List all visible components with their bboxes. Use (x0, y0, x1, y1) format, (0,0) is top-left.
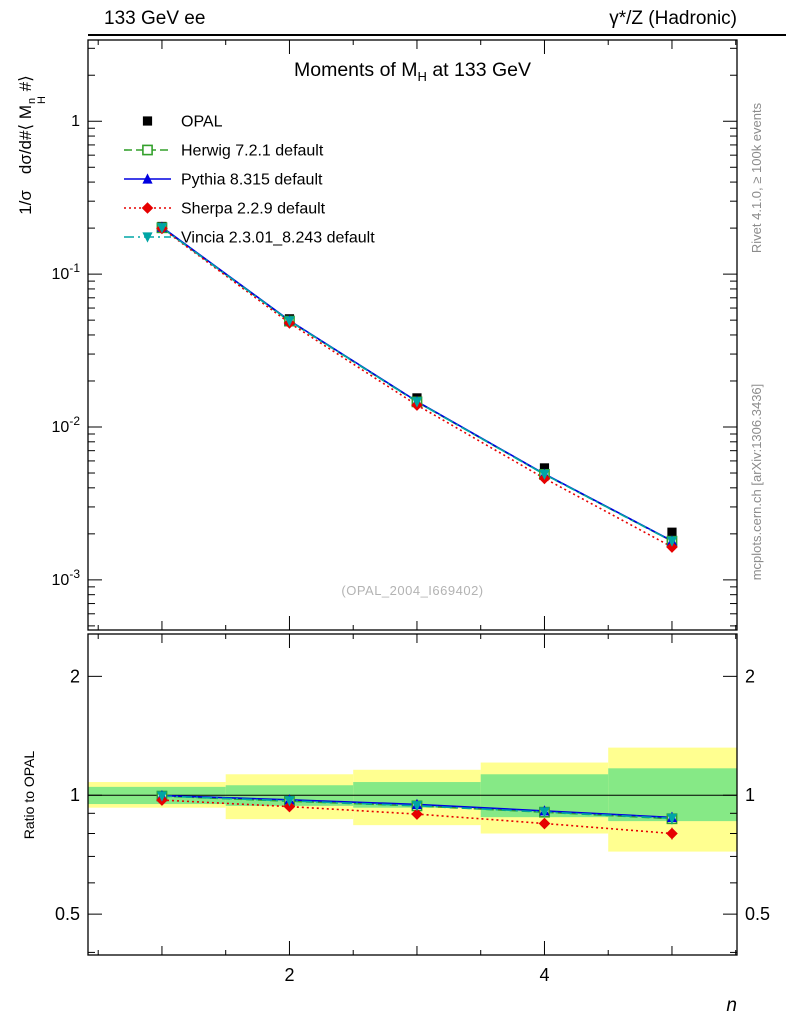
vincia-legend-label: Vincia 2.3.01_8.243 default (181, 230, 375, 247)
pythia-legend-label: Pythia 8.315 default (181, 172, 323, 189)
herwig-legend-label: Herwig 7.2.1 default (181, 143, 324, 160)
sherpa-marker-ratio-n4 (538, 817, 551, 830)
sherpa-line-main (161, 227, 673, 548)
main-y-tick-label: 10-2 (52, 414, 81, 436)
plot-title-text-2: at 133 GeV (426, 59, 531, 81)
plot-title-text: Moments of M (293, 59, 418, 81)
mcplots-watermark: mcplots.cern.ch [arXiv:1306.3436] (749, 383, 764, 581)
vincia-line-main (161, 227, 673, 542)
header-process-label: γ*/Z (Hadronic) (609, 8, 737, 29)
sherpa-marker-main-n5 (666, 541, 678, 553)
analysis-id-watermark: (OPAL_2004_I669402) (341, 583, 484, 598)
pythia-line-main (161, 226, 673, 542)
opal-legend-marker (142, 116, 153, 126)
pythia-legend-marker (142, 173, 153, 184)
vincia-marker-ratio-n1 (156, 791, 168, 802)
vincia-marker-main-n4 (539, 469, 550, 480)
ratio-y-tick-label-left: 2 (70, 666, 80, 686)
sherpa-marker-ratio-n5 (666, 827, 678, 840)
vincia-marker-ratio-n4 (539, 807, 550, 818)
x-axis-label: n (726, 995, 737, 1016)
vincia-marker-ratio-n2 (284, 796, 295, 807)
y-label-suffix: #⟩ (16, 75, 35, 97)
rivet-version-label: Rivet 4.1.0, ≥ 100k events (749, 102, 764, 254)
vincia-marker-main-n5 (666, 536, 678, 547)
ratio-y-tick-label-right: 0.5 (745, 904, 770, 924)
plot-title: Moments of MH at 133 GeV (88, 59, 737, 84)
y-label-prefix: 1/σ (16, 190, 35, 215)
opal-marker-main-n5 (667, 527, 677, 537)
main-y-tick-label: 10-1 (52, 261, 81, 283)
herwig-line-main (161, 227, 673, 542)
vincia-marker-main-n2 (284, 316, 295, 327)
main-y-tick-label: 10-3 (52, 567, 81, 589)
sherpa-legend-label: Sherpa 2.2.9 default (181, 201, 326, 218)
ratio-y-tick-label-right: 2 (745, 666, 755, 686)
vincia-marker-ratio-n3 (411, 801, 423, 812)
y-label-body: dσ/d#⟨ M (16, 105, 35, 175)
sherpa-marker-ratio-n2 (283, 800, 296, 813)
vincia-marker-main-n3 (411, 397, 423, 408)
opal-marker-main-n4 (539, 463, 550, 473)
herwig-legend-marker (142, 144, 153, 156)
vincia-legend-marker (142, 232, 153, 243)
vincia-marker-main-n1 (156, 223, 168, 234)
uncertainty-band-inner-bin5 (608, 768, 737, 822)
y-label-subscript: H (36, 96, 48, 104)
header-beam-label: 133 GeV ee (104, 8, 206, 29)
header-rule (88, 34, 786, 36)
opal-legend-label: OPAL (181, 114, 223, 131)
ratio-y-tick-label-right: 1 (745, 785, 755, 805)
x-tick-label: 2 (284, 965, 294, 985)
sherpa-marker-ratio-n3 (411, 808, 423, 820)
ratio-y-axis-label: Ratio to OPAL (21, 750, 37, 840)
ratio-y-tick-label-left: 0.5 (55, 904, 80, 924)
main-y-tick-label: 1 (71, 113, 80, 130)
plot-title-subscript: H (417, 68, 427, 84)
ratio-panel-frame (87, 633, 738, 956)
x-tick-label: 4 (539, 965, 549, 985)
ratio-y-tick-label-left: 1 (70, 785, 80, 805)
vincia-marker-ratio-n5 (666, 813, 678, 824)
sherpa-legend-marker (141, 202, 154, 214)
